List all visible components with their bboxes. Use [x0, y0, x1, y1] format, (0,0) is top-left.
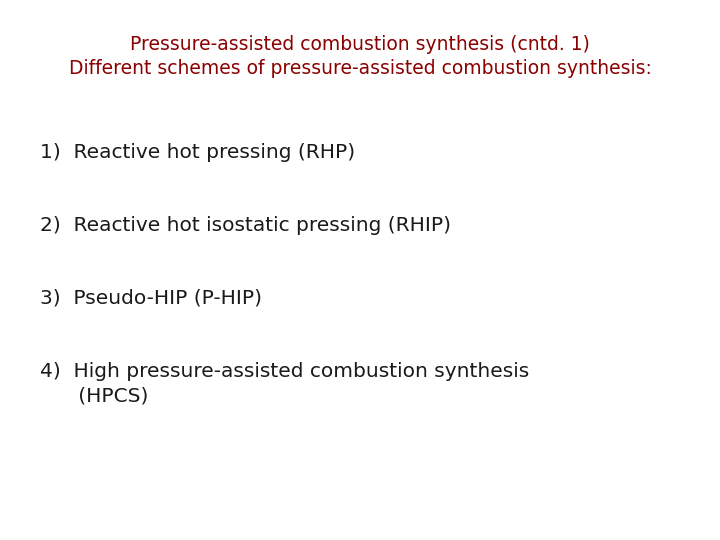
- Text: 1)  Reactive hot pressing (RHP): 1) Reactive hot pressing (RHP): [40, 143, 355, 162]
- Text: 3)  Pseudo-HIP (P-HIP): 3) Pseudo-HIP (P-HIP): [40, 289, 261, 308]
- Text: Pressure-assisted combustion synthesis (cntd. 1)
Different schemes of pressure-a: Pressure-assisted combustion synthesis (…: [68, 35, 652, 78]
- Text: 2)  Reactive hot isostatic pressing (RHIP): 2) Reactive hot isostatic pressing (RHIP…: [40, 216, 451, 235]
- Text: 4)  High pressure-assisted combustion synthesis
      (HPCS): 4) High pressure-assisted combustion syn…: [40, 362, 529, 405]
